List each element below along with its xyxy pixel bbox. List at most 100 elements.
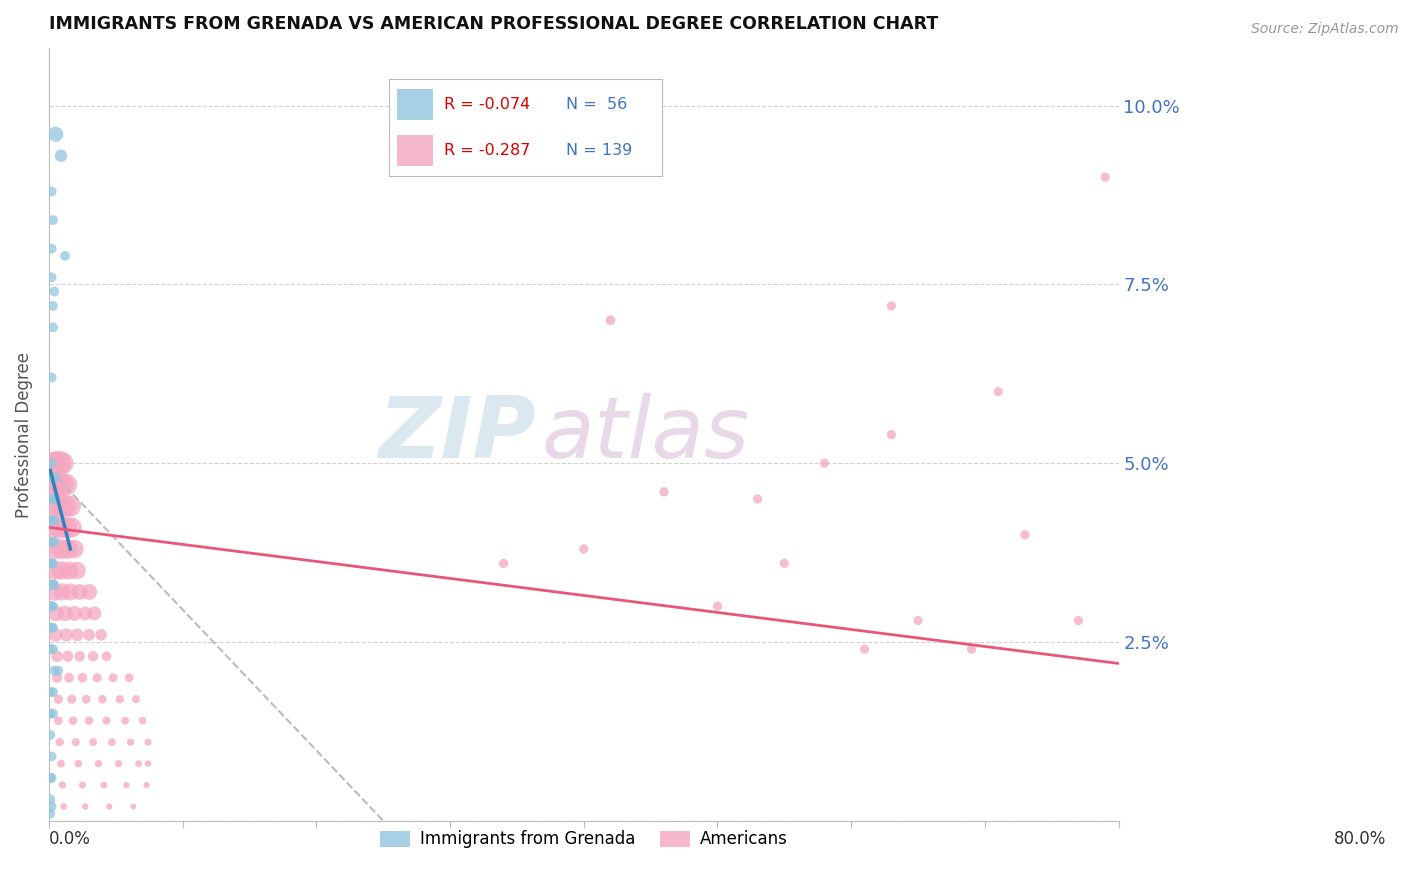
- Point: [41, 513, 63, 527]
- Point: [77, 714, 100, 728]
- Point: [82, 735, 104, 749]
- Point: [93, 778, 115, 792]
- Point: [39, 771, 62, 785]
- Point: [813, 456, 835, 470]
- Point: [44, 578, 66, 592]
- Point: [48, 499, 70, 513]
- Point: [90, 628, 112, 642]
- Point: [39, 806, 62, 821]
- Point: [46, 456, 69, 470]
- Legend: Immigrants from Grenada, Americans: Immigrants from Grenada, Americans: [373, 823, 794, 855]
- Point: [42, 599, 65, 614]
- Point: [41, 621, 63, 635]
- Point: [65, 735, 87, 749]
- Point: [42, 578, 65, 592]
- Point: [652, 484, 675, 499]
- Point: [52, 799, 75, 814]
- Point: [773, 557, 796, 571]
- Point: [136, 756, 159, 771]
- Point: [42, 320, 65, 334]
- Point: [60, 520, 83, 534]
- Point: [48, 735, 70, 749]
- Point: [46, 692, 69, 706]
- Point: [75, 607, 97, 621]
- Point: [77, 628, 100, 642]
- Y-axis label: Professional Degree: Professional Degree: [15, 351, 32, 517]
- Point: [122, 799, 145, 814]
- Point: [66, 564, 89, 578]
- Point: [39, 621, 62, 635]
- Point: [51, 585, 73, 599]
- Point: [62, 714, 84, 728]
- Point: [63, 607, 86, 621]
- Point: [51, 778, 73, 792]
- Point: [46, 714, 69, 728]
- Point: [49, 564, 72, 578]
- Text: 0.0%: 0.0%: [49, 830, 91, 848]
- Point: [42, 299, 65, 313]
- Point: [75, 799, 97, 814]
- Point: [67, 756, 90, 771]
- Point: [39, 557, 62, 571]
- Point: [1014, 527, 1036, 541]
- Point: [907, 614, 929, 628]
- Point: [107, 756, 129, 771]
- Point: [42, 470, 65, 484]
- Point: [987, 384, 1010, 399]
- Point: [706, 599, 728, 614]
- Point: [59, 585, 82, 599]
- Point: [46, 664, 69, 678]
- Point: [44, 499, 66, 513]
- Point: [42, 706, 65, 721]
- Point: [72, 778, 94, 792]
- Point: [72, 671, 94, 685]
- Point: [39, 491, 62, 506]
- Point: [51, 477, 73, 491]
- Point: [44, 664, 66, 678]
- Point: [42, 642, 65, 657]
- Point: [44, 520, 66, 534]
- Point: [960, 642, 983, 657]
- Point: [53, 499, 76, 513]
- Point: [41, 456, 63, 470]
- Point: [44, 542, 66, 557]
- Text: 80.0%: 80.0%: [1334, 830, 1386, 848]
- Point: [83, 607, 105, 621]
- Point: [115, 778, 138, 792]
- Point: [41, 799, 63, 814]
- Point: [101, 735, 124, 749]
- Point: [41, 749, 63, 764]
- Point: [101, 671, 124, 685]
- Point: [87, 756, 110, 771]
- Point: [44, 535, 66, 549]
- Point: [39, 706, 62, 721]
- Point: [49, 542, 72, 557]
- Text: ZIP: ZIP: [378, 393, 536, 476]
- Point: [41, 185, 63, 199]
- Point: [44, 456, 66, 470]
- Point: [135, 778, 157, 792]
- Point: [492, 557, 515, 571]
- Point: [42, 557, 65, 571]
- Point: [41, 535, 63, 549]
- Point: [44, 477, 66, 491]
- Point: [58, 564, 80, 578]
- Point: [880, 427, 903, 442]
- Point: [41, 270, 63, 285]
- Point: [55, 628, 77, 642]
- Point: [39, 470, 62, 484]
- Point: [108, 692, 131, 706]
- Point: [98, 799, 121, 814]
- Point: [41, 242, 63, 256]
- Point: [41, 370, 63, 384]
- Point: [39, 685, 62, 699]
- Point: [880, 299, 903, 313]
- Point: [45, 491, 67, 506]
- Point: [45, 128, 67, 142]
- Point: [63, 542, 86, 557]
- Point: [56, 649, 79, 664]
- Point: [91, 692, 114, 706]
- Text: Source: ZipAtlas.com: Source: ZipAtlas.com: [1251, 22, 1399, 37]
- Point: [44, 513, 66, 527]
- Point: [55, 520, 77, 534]
